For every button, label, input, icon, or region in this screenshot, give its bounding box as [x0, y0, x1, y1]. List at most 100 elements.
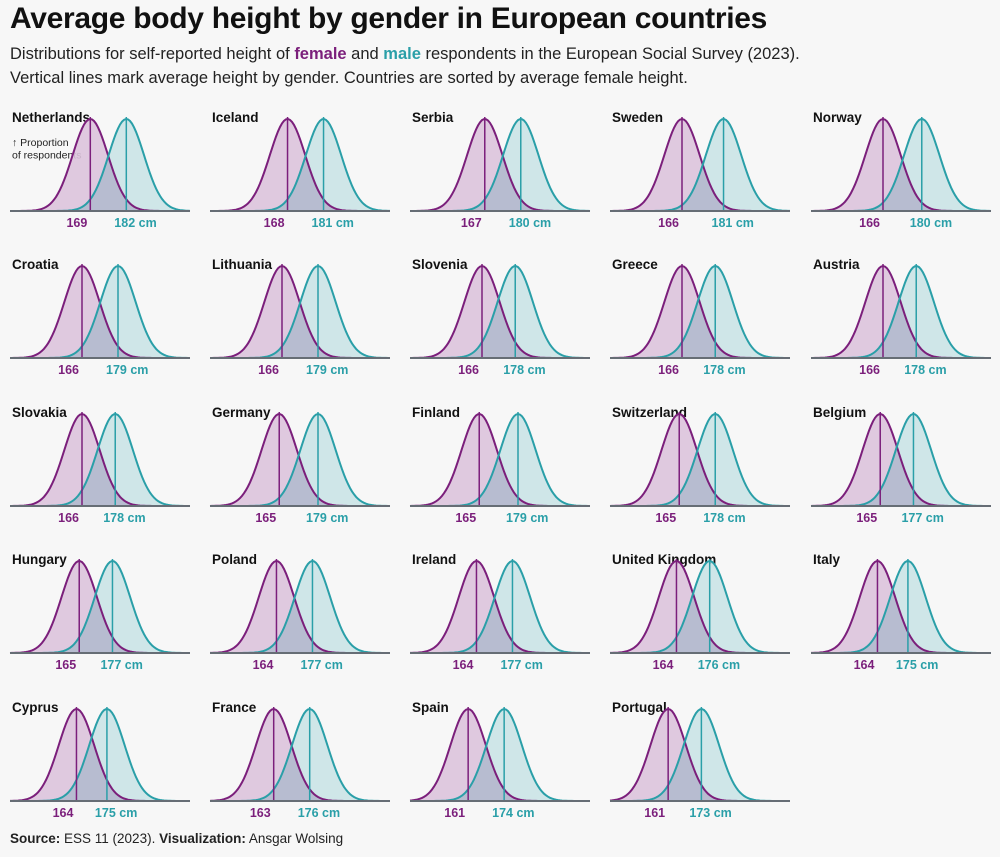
female-average-label: 166 — [258, 363, 279, 377]
female-density-area — [610, 561, 790, 653]
female-average-label: 164 — [453, 658, 474, 672]
legend-male-label: male — [383, 45, 421, 63]
female-density-area — [210, 119, 390, 211]
female-density-area — [210, 709, 390, 801]
female-average-label: 165 — [856, 511, 877, 525]
subtitle-text: Distributions for self-reported height o… — [10, 45, 295, 63]
female-average-label: 166 — [658, 363, 679, 377]
male-average-label: 178 cm — [103, 511, 145, 525]
female-density-area — [811, 561, 991, 653]
female-average-label: 166 — [58, 363, 79, 377]
male-density-area — [210, 709, 390, 801]
country-label: Italy — [813, 552, 841, 567]
country-label: Germany — [212, 405, 271, 420]
male-density-area — [10, 119, 190, 211]
subtitle-text: and — [346, 45, 384, 63]
overlap-area — [10, 157, 190, 211]
y-axis-annotation: of respondents — [12, 150, 81, 162]
male-density-area — [410, 561, 590, 653]
country-panel: Greece 166 178 cm — [610, 257, 790, 377]
female-average-label: 166 — [58, 511, 79, 525]
country-label: Iceland — [212, 110, 259, 125]
country-label: Slovakia — [12, 405, 67, 420]
country-panel: Croatia 166 179 cm — [10, 257, 190, 377]
female-average-label: 165 — [455, 511, 476, 525]
overlap-area — [610, 167, 790, 211]
chart-title: Average body height by gender in Europea… — [10, 2, 768, 35]
country-label: France — [212, 700, 257, 715]
male-average-label: 176 cm — [698, 658, 740, 672]
country-label: Croatia — [12, 257, 59, 272]
country-panel: Norway 166 180 cm — [811, 110, 992, 230]
male-average-label: 178 cm — [703, 363, 745, 377]
male-average-label: 173 cm — [689, 806, 731, 820]
overlap-area — [410, 746, 590, 801]
subtitle-text: Vertical lines mark average height by ge… — [10, 69, 688, 87]
male-average-label: 181 cm — [712, 216, 754, 230]
male-density-area — [210, 119, 390, 211]
overlap-area — [210, 747, 390, 801]
country-panel: Belgium 165 177 cm — [810, 405, 991, 525]
viz-text: Ansgar Wolsing — [245, 831, 344, 846]
female-average-label: 165 — [55, 658, 76, 672]
female-average-label: 166 — [458, 363, 479, 377]
male-density-area — [610, 561, 790, 653]
overlap-area — [811, 447, 991, 506]
country-panel: Switzerland 165 178 cm — [609, 405, 790, 525]
male-average-label: 177 cm — [300, 658, 342, 672]
subtitle-text: respondents in the European Social Surve… — [420, 45, 800, 63]
source-label: Source: — [10, 831, 61, 846]
overlap-area — [610, 744, 790, 801]
female-average-label: 167 — [461, 216, 482, 230]
female-density-area — [410, 561, 590, 653]
country-panel: Sweden 166 181 cm — [610, 110, 790, 230]
country-label: Norway — [813, 110, 862, 125]
country-label: Switzerland — [612, 405, 687, 420]
female-density-area — [610, 119, 790, 211]
country-panel: Iceland 168 181 cm — [210, 110, 390, 230]
overlap-area — [610, 453, 790, 506]
female-density-area — [10, 119, 190, 211]
male-average-label: 178 cm — [703, 511, 745, 525]
country-panel: Germany 165 179 cm — [209, 405, 390, 525]
overlap-area — [410, 599, 590, 653]
country-label: Portugal — [612, 700, 667, 715]
country-panel: Portugal 161 173 cm — [609, 700, 790, 820]
legend-female-label: female — [294, 45, 347, 63]
female-average-label: 169 — [66, 216, 87, 230]
female-average-label: 165 — [255, 511, 276, 525]
female-average-label: 164 — [653, 658, 674, 672]
female-density-area — [10, 709, 190, 801]
country-label: Serbia — [412, 110, 454, 125]
male-average-label: 181 cm — [312, 216, 354, 230]
male-average-label: 182 cm — [114, 216, 156, 230]
female-density-area — [210, 561, 390, 653]
overlap-area — [410, 300, 590, 358]
female-average-label: 161 — [644, 806, 665, 820]
country-panel: Serbia 167 180 cm — [410, 110, 591, 230]
country-label: Greece — [612, 257, 658, 272]
female-average-label: 164 — [53, 806, 74, 820]
overlap-area — [210, 457, 390, 506]
country-label: Hungary — [12, 552, 67, 567]
country-panel: Cyprus 164 175 cm — [10, 700, 190, 820]
chart-subtitle: Distributions for self-reported height o… — [10, 42, 800, 90]
male-average-label: 177 cm — [100, 658, 142, 672]
country-panel: Ireland 164 177 cm — [410, 552, 590, 672]
country-label: Spain — [412, 700, 449, 715]
country-panel: Poland 164 177 cm — [210, 552, 390, 672]
overlap-area — [210, 599, 390, 653]
overlap-area — [10, 738, 190, 801]
male-average-label: 179 cm — [306, 511, 348, 525]
male-average-label: 179 cm — [106, 363, 148, 377]
country-label: Lithuania — [212, 257, 272, 272]
male-average-label: 179 cm — [506, 511, 548, 525]
male-average-label: 177 cm — [901, 511, 943, 525]
country-panel: Hungary 165 177 cm — [9, 552, 190, 672]
overlap-area — [210, 157, 390, 211]
country-panel: Finland 165 179 cm — [409, 405, 590, 525]
country-panel: Lithuania 166 179 cm — [210, 257, 390, 377]
overlap-area — [10, 594, 190, 653]
country-panel: Slovakia 166 178 cm — [10, 405, 190, 525]
